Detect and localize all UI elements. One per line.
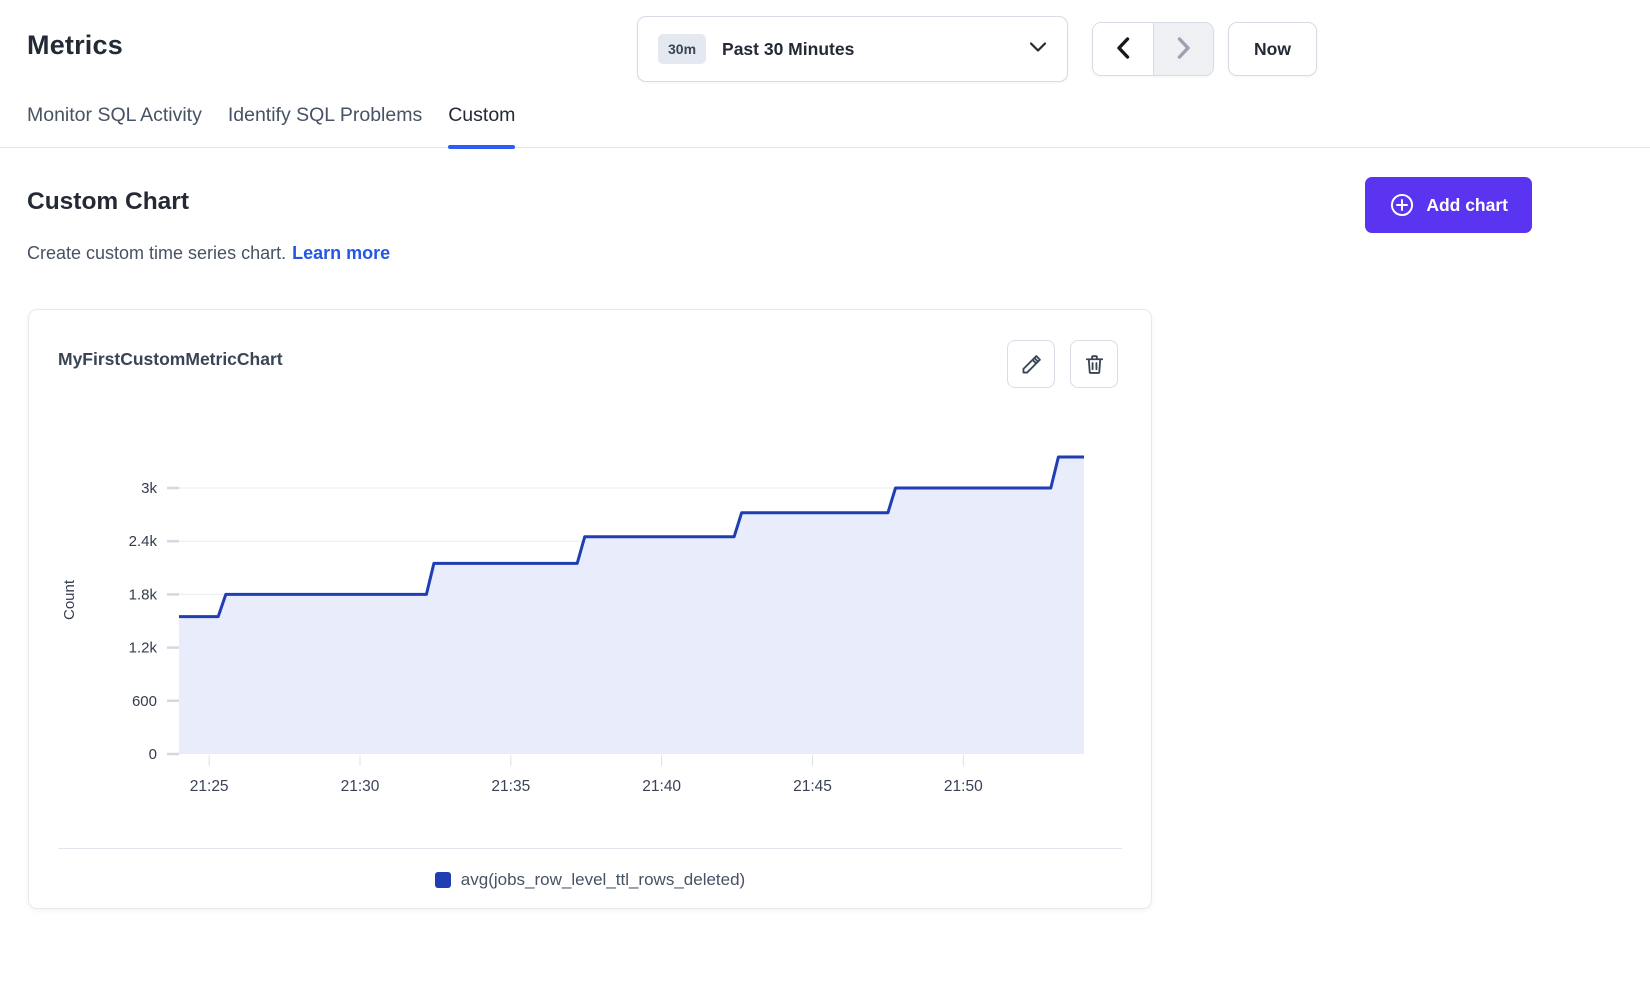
metrics-page: Metrics 30m Past 30 Minutes Now Monitor xyxy=(0,0,1650,982)
chart-title: MyFirstCustomMetricChart xyxy=(58,349,283,370)
section-title: Custom Chart xyxy=(27,188,189,216)
time-controls: 30m Past 30 Minutes Now xyxy=(637,16,1317,82)
now-button[interactable]: Now xyxy=(1228,22,1317,76)
tab-custom[interactable]: Custom xyxy=(448,100,515,147)
section-description-text: Create custom time series chart. xyxy=(27,243,286,263)
svg-text:1.2k: 1.2k xyxy=(129,640,158,657)
svg-text:1.8k: 1.8k xyxy=(129,586,158,603)
add-chart-label: Add chart xyxy=(1426,195,1508,216)
svg-text:21:30: 21:30 xyxy=(341,778,380,795)
time-range-badge: 30m xyxy=(658,34,706,64)
time-range-dropdown[interactable]: 30m Past 30 Minutes xyxy=(637,16,1068,82)
previous-time-button[interactable] xyxy=(1093,23,1153,75)
chart-actions xyxy=(1007,340,1118,388)
svg-text:2.4k: 2.4k xyxy=(129,533,158,550)
learn-more-link[interactable]: Learn more xyxy=(292,243,390,263)
svg-text:21:40: 21:40 xyxy=(642,778,681,795)
svg-text:3k: 3k xyxy=(141,480,157,497)
chevron-left-icon xyxy=(1115,36,1131,63)
custom-chart-card: MyFirstCustomMetricChart 0 600 1.2k 1.8k 2.4… xyxy=(28,309,1152,909)
svg-text:21:45: 21:45 xyxy=(793,778,832,795)
plus-circle-icon xyxy=(1389,192,1415,218)
tab-monitor-sql-activity[interactable]: Monitor SQL Activity xyxy=(27,100,202,147)
chart-legend: avg(jobs_row_level_ttl_rows_deleted) xyxy=(29,870,1151,890)
svg-text:0: 0 xyxy=(149,746,157,763)
svg-text:21:35: 21:35 xyxy=(491,778,530,795)
svg-text:21:50: 21:50 xyxy=(944,778,983,795)
time-step-button-group xyxy=(1092,22,1214,76)
chevron-down-icon xyxy=(1029,40,1047,58)
pencil-icon xyxy=(1020,353,1043,376)
chevron-right-icon xyxy=(1176,36,1192,63)
add-chart-button[interactable]: Add chart xyxy=(1365,177,1532,233)
tab-identify-sql-problems[interactable]: Identify SQL Problems xyxy=(228,100,422,147)
section-description: Create custom time series chart. Learn mo… xyxy=(27,243,390,264)
timeseries-chart: 0 600 1.2k 1.8k 2.4k 3k 21:25 21:30 21:35 21:40 21… xyxy=(29,415,1153,815)
legend-label: avg(jobs_row_level_ttl_rows_deleted) xyxy=(461,870,745,890)
time-range-label: Past 30 Minutes xyxy=(722,39,854,60)
legend-swatch xyxy=(435,872,451,888)
legend-divider xyxy=(58,848,1122,849)
next-time-button[interactable] xyxy=(1153,23,1213,75)
svg-text:21:25: 21:25 xyxy=(190,778,229,795)
svg-text:600: 600 xyxy=(132,693,157,710)
svg-text:Count: Count xyxy=(61,579,78,620)
delete-chart-button[interactable] xyxy=(1070,340,1118,388)
page-title: Metrics xyxy=(27,30,123,61)
tab-bar: Monitor SQL Activity Identify SQL Proble… xyxy=(0,100,1650,148)
trash-icon xyxy=(1083,353,1106,376)
edit-chart-button[interactable] xyxy=(1007,340,1055,388)
